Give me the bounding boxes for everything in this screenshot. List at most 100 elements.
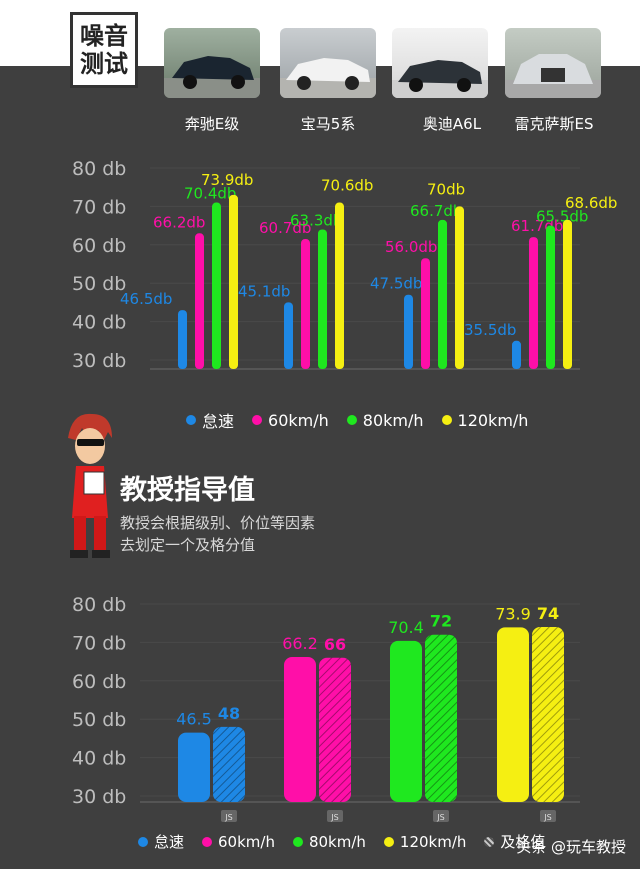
legend-item-idle: 怠速 bbox=[186, 408, 234, 432]
js-badge-label: JS bbox=[543, 813, 551, 822]
legend-item-idle: 怠速 bbox=[138, 831, 184, 852]
pass-label: 66 bbox=[324, 635, 346, 654]
avg-bar-2 bbox=[390, 640, 422, 802]
y-tick-label: 60 db bbox=[72, 671, 126, 693]
bar-0-2 bbox=[404, 294, 413, 369]
y-tick-label: 70 db bbox=[72, 196, 126, 218]
data-label: 47.5db bbox=[370, 275, 422, 293]
pass-bar-3 bbox=[532, 627, 564, 802]
legend-item-80: 80km/h bbox=[346, 410, 424, 430]
pass-label: 48 bbox=[218, 704, 240, 723]
legend-label: 怠速 bbox=[202, 412, 235, 431]
pass-bar-0 bbox=[213, 726, 245, 802]
avg-label: 66.2 bbox=[282, 634, 318, 653]
legend-label: 80km/h bbox=[308, 832, 366, 851]
bar-0-0 bbox=[178, 310, 187, 369]
legend-label: 及格值 bbox=[500, 833, 546, 851]
legend-item-80: 80km/h bbox=[292, 832, 366, 851]
y-tick-label: 40 db bbox=[72, 748, 126, 770]
y-tick-label: 70 db bbox=[72, 632, 126, 654]
data-label: 46.5db bbox=[120, 290, 172, 308]
bar-2-3 bbox=[546, 225, 555, 369]
y-tick-label: 80 db bbox=[72, 158, 126, 180]
bar-1-1 bbox=[301, 239, 310, 369]
page-title: 噪音 测试 bbox=[70, 12, 138, 88]
bar-2-0 bbox=[212, 202, 221, 369]
data-label: 70db bbox=[427, 180, 465, 198]
bar-2-2 bbox=[438, 219, 447, 369]
js-badge-label: JS bbox=[330, 813, 338, 822]
avg-bar-3 bbox=[497, 627, 529, 802]
car-photo-bmw bbox=[280, 28, 376, 98]
data-label: 45.1db bbox=[238, 282, 290, 300]
car-name-bmw: 宝马5系 bbox=[300, 115, 356, 133]
title-line-1: 噪音 bbox=[80, 22, 128, 50]
legend-label: 60km/h bbox=[268, 410, 329, 430]
avg-bar-0 bbox=[178, 732, 210, 802]
bar-3-0 bbox=[229, 194, 238, 369]
car-photo-lexus bbox=[505, 28, 601, 98]
guide-chart: 30 db 40 db 50 db 60 db 70 db 80 db 46.5 48 JS 66… bbox=[72, 594, 580, 822]
section-subtitle: 教授会根据级别、价位等因素 去划定一个及格分值 bbox=[120, 512, 380, 556]
bar-0-1 bbox=[284, 302, 293, 369]
section-title: 教授指导值 bbox=[120, 475, 255, 506]
legend-label: 60km/h bbox=[218, 832, 275, 851]
bar-3-3 bbox=[563, 219, 572, 369]
watermark: 头条 @玩车教授 bbox=[516, 838, 626, 856]
pass-label: 74 bbox=[537, 604, 559, 623]
y-tick-label: 50 db bbox=[72, 273, 126, 295]
car-name-benz: 奔驰E级 bbox=[184, 115, 240, 133]
bar-3-2 bbox=[455, 206, 464, 369]
avg-label: 46.5 bbox=[176, 710, 212, 729]
car-name-lexus: 雷克萨斯ES bbox=[514, 115, 594, 133]
professor-mascot-icon bbox=[68, 413, 112, 558]
y-tick-label: 80 db bbox=[72, 594, 126, 616]
js-badge-icon bbox=[540, 810, 556, 822]
noise-chart: 30 db 40 db 50 db 60 db 70 db 80 db 46.5db 45.1… bbox=[72, 158, 617, 372]
data-label: 66.7db bbox=[410, 202, 462, 220]
bar-1-0 bbox=[195, 233, 204, 369]
chart2-legend: 怠速 60km/h 80km/h 120km/h 及格值 bbox=[138, 831, 563, 852]
legend-item-120: 120km/h bbox=[441, 410, 529, 430]
data-label: 73.9db bbox=[201, 171, 253, 189]
car-photo-audi bbox=[392, 28, 488, 98]
data-label: 35.5db bbox=[464, 321, 516, 339]
bar-1-2 bbox=[421, 258, 430, 369]
chart1-legend: 怠速 60km/h 80km/h 120km/h bbox=[186, 408, 546, 432]
pass-label: 72 bbox=[430, 612, 452, 631]
car-photo-benz bbox=[164, 28, 260, 98]
js-badge-icon bbox=[221, 810, 237, 822]
section-subtitle-line: 去划定一个及格分值 bbox=[120, 536, 256, 554]
pass-bar-2 bbox=[425, 634, 457, 802]
legend-item-60: 60km/h bbox=[252, 411, 329, 430]
data-label: 70.6db bbox=[321, 177, 373, 195]
data-label: 70.4db bbox=[184, 185, 236, 203]
data-label: 63.3db bbox=[290, 211, 342, 229]
legend-label: 80km/h bbox=[362, 410, 424, 430]
avg-bar-1 bbox=[284, 656, 316, 802]
y-tick-label: 60 db bbox=[72, 235, 126, 257]
legend-label: 怠速 bbox=[154, 833, 185, 851]
legend-label: 120km/h bbox=[457, 410, 529, 430]
pass-bar-1 bbox=[319, 657, 351, 802]
legend-item-120: 120km/h bbox=[383, 833, 466, 851]
js-badge-label: JS bbox=[436, 813, 444, 822]
y-tick-label: 30 db bbox=[72, 786, 126, 808]
y-tick-label: 30 db bbox=[72, 350, 126, 372]
legend-item-pass: 及格值 bbox=[484, 831, 545, 852]
section-subtitle-line: 教授会根据级别、价位等因素 bbox=[120, 514, 316, 532]
data-label: 65.5db bbox=[536, 208, 588, 226]
js-badge-icon bbox=[433, 810, 449, 822]
avg-label: 70.4 bbox=[388, 618, 424, 637]
y-tick-label: 40 db bbox=[72, 312, 126, 334]
legend-item-60: 60km/h bbox=[202, 833, 275, 851]
js-badge-icon bbox=[327, 810, 343, 822]
bar-3-1 bbox=[335, 202, 344, 369]
data-label: 56.0db bbox=[385, 238, 437, 256]
y-tick-label: 50 db bbox=[72, 709, 126, 731]
data-label: 66.2db bbox=[153, 213, 205, 231]
js-badge-label: JS bbox=[224, 813, 232, 822]
bar-2-1 bbox=[318, 229, 327, 369]
bar-0-3 bbox=[512, 340, 521, 369]
data-label: 68.6db bbox=[565, 194, 617, 212]
